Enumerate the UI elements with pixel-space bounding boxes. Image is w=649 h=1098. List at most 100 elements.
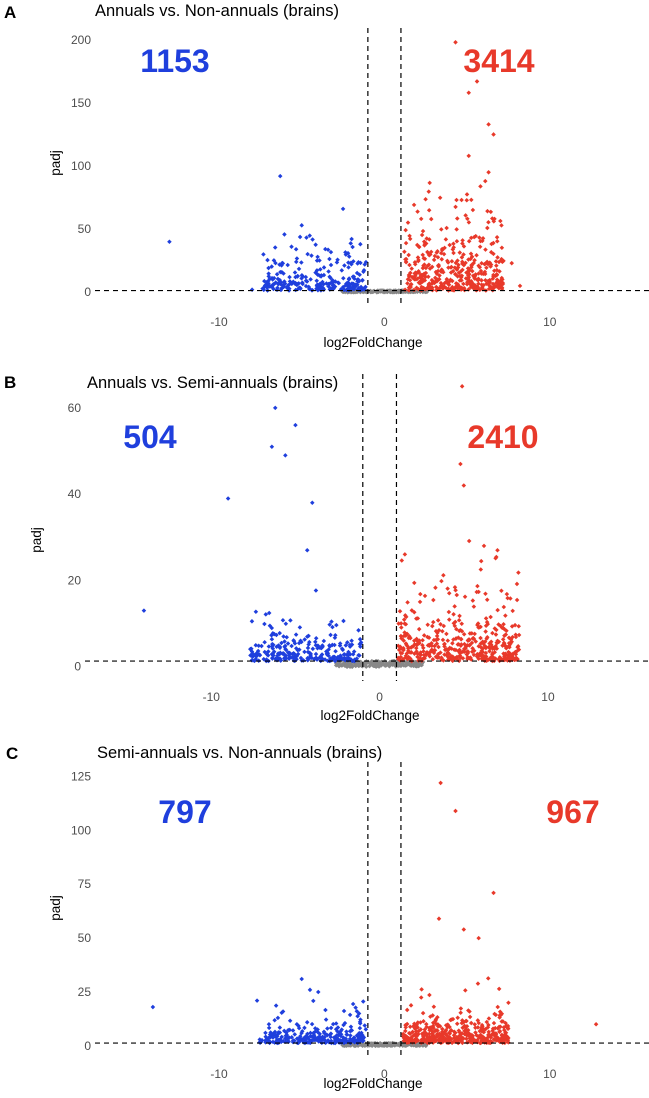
point-down — [277, 1025, 283, 1030]
point-ns — [403, 663, 408, 668]
point-up — [488, 614, 493, 620]
point-up — [421, 652, 427, 658]
point-down — [291, 279, 296, 285]
point-down — [279, 640, 284, 646]
y-tick-label: 0 — [74, 660, 81, 674]
point-up — [491, 890, 496, 896]
point-down — [347, 281, 352, 287]
x-axis-label: log2FoldChange — [323, 335, 422, 350]
point-down — [261, 252, 266, 257]
point-down — [300, 281, 305, 287]
point-down — [305, 634, 310, 639]
point-up — [398, 650, 403, 656]
point-up — [425, 263, 431, 268]
point-up — [417, 638, 422, 643]
point-down — [266, 265, 271, 271]
point-up — [406, 252, 411, 258]
point-down — [336, 280, 342, 286]
point-up — [418, 216, 424, 222]
point-up — [445, 1022, 451, 1027]
point-up — [440, 637, 446, 643]
point-up — [413, 277, 419, 282]
point-up — [443, 237, 449, 242]
point-down — [297, 647, 302, 652]
point-down — [345, 652, 351, 658]
point-up — [422, 593, 428, 599]
point-down — [361, 268, 367, 273]
point-down — [355, 1013, 360, 1019]
point-up — [478, 238, 483, 244]
point-down — [284, 285, 290, 290]
point-up — [463, 646, 468, 651]
point-up — [470, 268, 475, 274]
point-up — [462, 641, 467, 647]
point-up — [514, 581, 520, 587]
point-down — [313, 639, 318, 645]
point-up — [434, 633, 440, 639]
point-up — [436, 916, 442, 921]
point-up — [435, 249, 440, 254]
point-up — [461, 927, 467, 932]
point-up — [454, 1021, 460, 1027]
y-tick-label: 50 — [78, 931, 92, 945]
point-up — [417, 599, 423, 605]
point-up — [395, 656, 401, 662]
point-up — [445, 586, 450, 591]
y-tick-label: 75 — [78, 877, 92, 891]
point-up — [442, 644, 447, 649]
point-down — [249, 619, 255, 624]
point-up — [458, 269, 463, 274]
point-down — [333, 632, 338, 638]
point-up — [474, 1032, 479, 1038]
point-up — [439, 578, 444, 584]
point-up — [465, 216, 470, 222]
point-down — [281, 271, 286, 276]
point-up — [403, 653, 409, 659]
point-up — [421, 285, 426, 291]
point-down — [262, 283, 268, 288]
point-up — [432, 280, 438, 285]
point-up — [486, 1029, 492, 1035]
point-up — [450, 278, 455, 284]
point-up — [424, 1031, 430, 1037]
point-up — [406, 288, 412, 293]
point-down — [357, 1025, 363, 1031]
point-up — [431, 637, 437, 643]
x-tick-label: 10 — [541, 690, 555, 704]
point-up — [454, 197, 459, 203]
point-up — [484, 619, 490, 625]
point-down — [342, 652, 347, 657]
x-tick-label: -10 — [203, 690, 221, 704]
point-up — [506, 1035, 511, 1041]
point-down — [354, 282, 360, 288]
point-up — [472, 273, 478, 279]
point-up — [465, 654, 470, 660]
point-up — [399, 558, 405, 563]
point-up — [486, 1022, 491, 1028]
point-up — [421, 1018, 426, 1024]
y-axis-label: padj — [29, 527, 44, 553]
point-down — [277, 173, 283, 179]
point-down — [295, 273, 300, 279]
point-ns — [423, 289, 428, 294]
volcano-plot-b: B Annuals vs. Semi-annuals (brains) 0 20 4… — [4, 373, 649, 723]
point-down — [311, 1037, 316, 1043]
point-down — [349, 261, 354, 267]
point-up — [398, 621, 404, 626]
point-up — [459, 255, 465, 260]
point-up — [454, 238, 460, 244]
point-up — [415, 209, 420, 214]
point-up — [434, 271, 440, 276]
point-up — [479, 653, 484, 659]
up-count: 967 — [546, 794, 599, 830]
point-up — [476, 281, 481, 287]
point-up — [500, 280, 505, 286]
point-up — [487, 649, 492, 654]
point-up — [444, 278, 450, 284]
point-down — [337, 641, 343, 646]
point-up — [459, 384, 465, 389]
point-up — [428, 216, 434, 222]
point-up — [433, 1021, 439, 1027]
point-down — [289, 244, 294, 249]
point-up — [504, 591, 510, 597]
